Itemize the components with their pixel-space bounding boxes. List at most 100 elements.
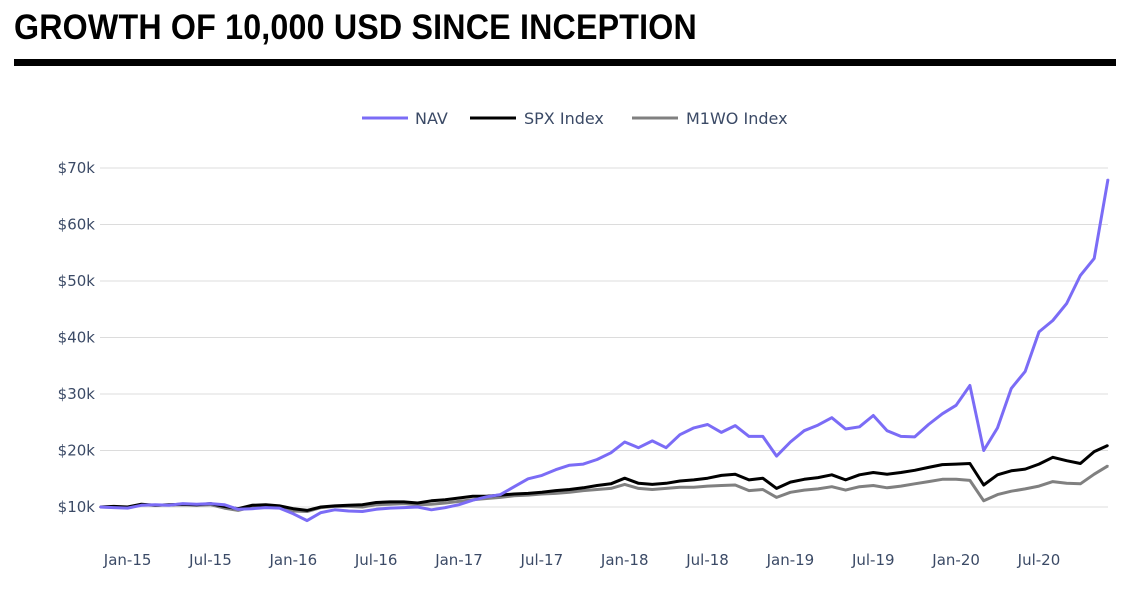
- data-point: [692, 486, 695, 489]
- x-tick-label: Jul-18: [685, 551, 729, 569]
- data-point: [154, 503, 157, 506]
- data-point: [223, 503, 226, 506]
- series-line-spx-index: [99, 444, 1109, 512]
- data-point: [900, 435, 902, 438]
- data-point: [402, 501, 405, 503]
- data-point: [596, 488, 598, 491]
- data-point: [1093, 450, 1095, 453]
- legend-item-nav[interactable]: NAV: [362, 109, 448, 128]
- x-tick-label: Jan-20: [931, 551, 980, 569]
- data-point: [665, 446, 667, 449]
- data-point: [610, 487, 612, 490]
- data-point: [775, 496, 778, 499]
- data-point: [472, 495, 474, 498]
- data-point: [1065, 482, 1068, 485]
- data-point: [623, 441, 626, 443]
- data-point: [941, 463, 944, 466]
- data-point: [195, 503, 198, 505]
- data-point: [168, 504, 170, 507]
- data-point: [720, 484, 723, 487]
- data-point: [278, 505, 281, 507]
- data-point: [1093, 257, 1095, 260]
- data-point: [679, 433, 681, 436]
- data-point: [140, 504, 143, 507]
- data-point: [1010, 387, 1013, 390]
- data-point: [1038, 463, 1040, 465]
- data-point: [734, 424, 736, 427]
- series-line-nav: [99, 179, 1110, 523]
- data-point: [402, 506, 405, 509]
- data-point: [1107, 444, 1109, 447]
- data-point: [706, 477, 709, 479]
- data-point: [817, 424, 819, 426]
- data-point: [996, 493, 999, 496]
- data-point: [320, 511, 322, 514]
- data-point: [927, 480, 930, 483]
- data-point: [582, 486, 585, 489]
- data-point: [251, 507, 253, 510]
- title-underline: [14, 59, 1116, 66]
- data-point: [1107, 464, 1109, 467]
- data-point: [1107, 178, 1109, 181]
- data-point: [1010, 470, 1013, 472]
- data-point: [568, 491, 571, 494]
- x-axis-ticks: Jan-15 Jul-15 Jan-16 Jul-16 Jan-17 Jul-17 Jan-…: [103, 551, 1060, 569]
- data-point: [361, 506, 364, 508]
- y-tick-label: $70k: [58, 159, 96, 177]
- y-tick-label: $30k: [58, 385, 96, 403]
- x-tick-label: Jul-16: [354, 551, 398, 569]
- data-point: [568, 464, 571, 466]
- data-point: [610, 451, 612, 454]
- data-point: [886, 429, 888, 432]
- data-point: [361, 510, 364, 513]
- data-point: [596, 458, 598, 461]
- data-point: [499, 496, 502, 499]
- data-point: [789, 481, 792, 483]
- data-point: [485, 496, 488, 498]
- data-point: [375, 503, 377, 506]
- data-point: [706, 423, 709, 426]
- y-axis-ticks: $10k $20k $30k $40k $50k $60k $70k: [58, 159, 96, 516]
- data-point: [637, 446, 640, 449]
- legend-item-spx-index[interactable]: SPX Index: [470, 109, 604, 128]
- data-point: [996, 473, 999, 476]
- data-point: [333, 505, 336, 507]
- data-point: [706, 485, 709, 487]
- legend-item-m1wo-index[interactable]: M1WO Index: [632, 109, 788, 128]
- data-point: [527, 492, 529, 495]
- data-point: [927, 466, 930, 469]
- page-title: GROWTH OF 10,000 USD SINCE INCEPTION: [14, 8, 697, 47]
- data-point: [941, 478, 944, 481]
- data-point: [761, 435, 764, 438]
- data-point: [389, 503, 391, 505]
- data-point: [941, 412, 944, 415]
- y-tick-label: $20k: [58, 442, 96, 460]
- data-point: [665, 482, 667, 485]
- data-point: [734, 484, 736, 486]
- data-point: [554, 468, 557, 471]
- data-point: [900, 471, 902, 474]
- data-point: [1079, 483, 1082, 485]
- data-point: [430, 499, 433, 502]
- data-point: [99, 506, 101, 508]
- data-point: [913, 436, 916, 438]
- x-tick-label: Jul-15: [188, 551, 232, 569]
- data-point: [844, 428, 847, 430]
- series-lines: [99, 178, 1110, 523]
- data-point: [831, 473, 833, 476]
- data-point: [1010, 490, 1013, 492]
- data-point: [610, 483, 612, 485]
- data-point: [444, 498, 447, 501]
- data-point: [416, 506, 419, 508]
- data-point: [651, 440, 654, 442]
- data-point: [789, 491, 792, 494]
- data-point: [872, 471, 875, 474]
- x-tick-label: Jan-16: [269, 551, 318, 569]
- data-point: [886, 486, 888, 489]
- data-point: [969, 479, 971, 482]
- data-point: [278, 507, 281, 509]
- data-point: [444, 506, 447, 509]
- data-point: [1051, 319, 1054, 322]
- data-point: [831, 416, 833, 419]
- data-point: [720, 474, 723, 477]
